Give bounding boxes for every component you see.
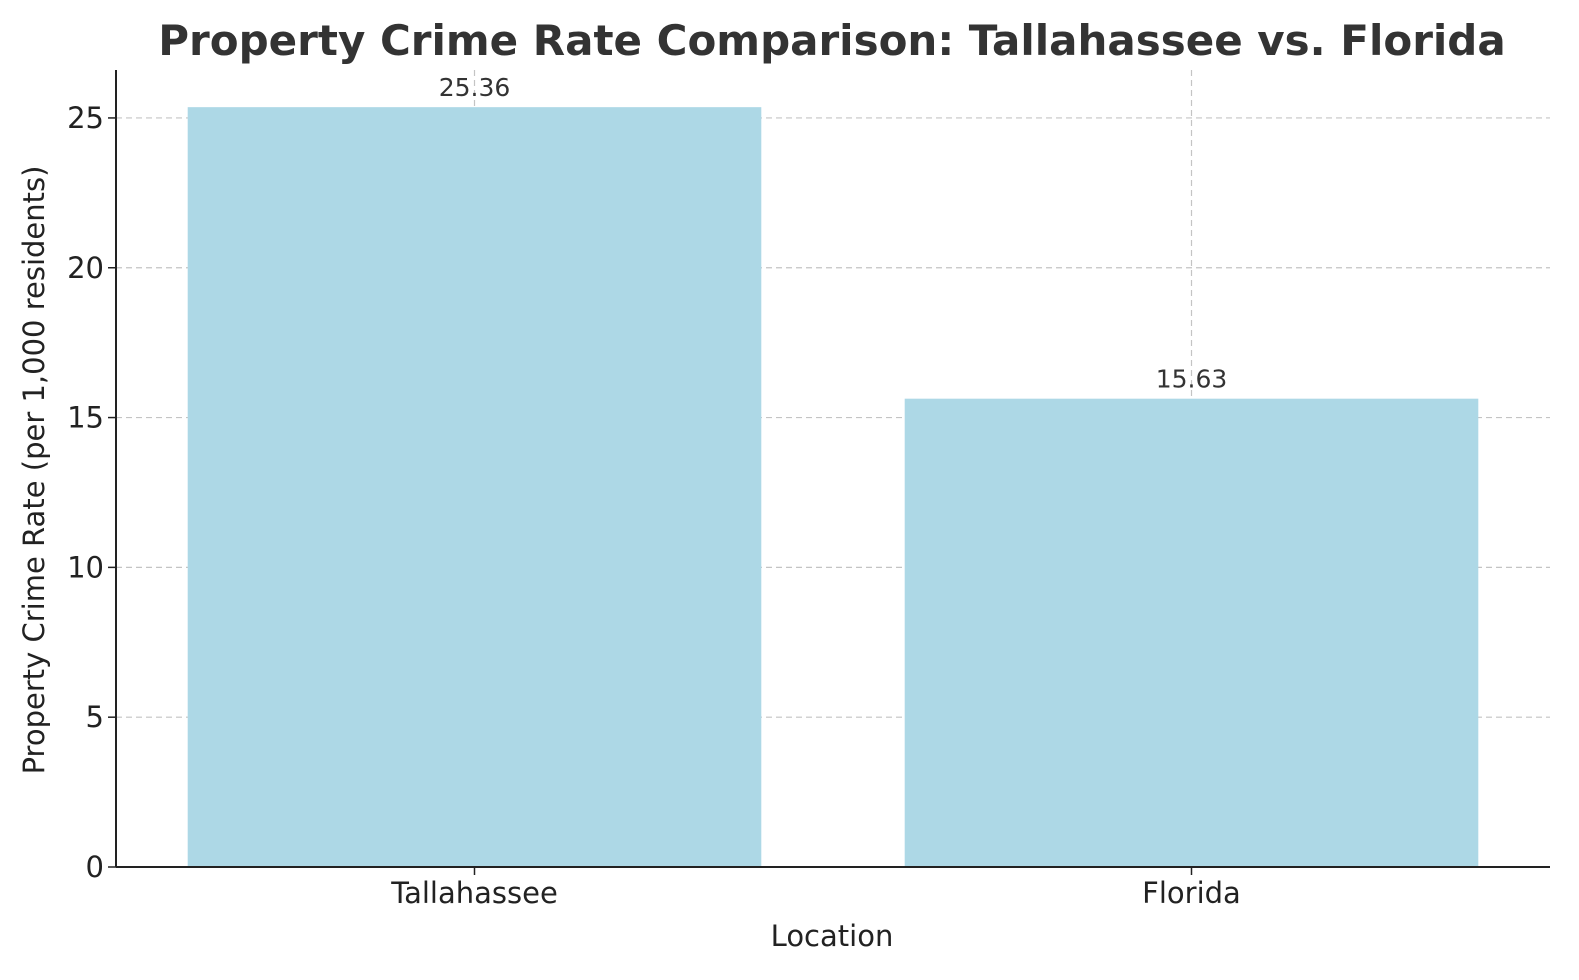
y-tick-label: 5	[86, 700, 104, 734]
data-label: 15.63	[1156, 365, 1228, 394]
y-tick-label: 0	[86, 850, 104, 884]
y-axis-label: Property Crime Rate (per 1,000 residents…	[17, 166, 51, 775]
y-tick-label: 10	[67, 550, 104, 584]
x-axis-label: Location	[771, 919, 894, 953]
chart-title: Property Crime Rate Comparison: Tallahas…	[158, 16, 1505, 65]
y-tick-label: 15	[67, 401, 104, 435]
bar-tallahassee	[187, 107, 762, 867]
y-tick-label: 20	[67, 251, 104, 285]
labels-layer: 0 5 10 15 20 25 Tallahassee 25.36 Florida 15.63	[67, 73, 1241, 910]
axes-layer	[108, 70, 1550, 875]
y-tick-label: 25	[67, 101, 104, 135]
x-tick-label: Florida	[1142, 876, 1241, 910]
x-tick-label: Tallahassee	[390, 876, 558, 910]
data-label: 25.36	[439, 73, 511, 102]
bars-layer	[187, 107, 1479, 867]
bar-florida	[904, 398, 1479, 867]
